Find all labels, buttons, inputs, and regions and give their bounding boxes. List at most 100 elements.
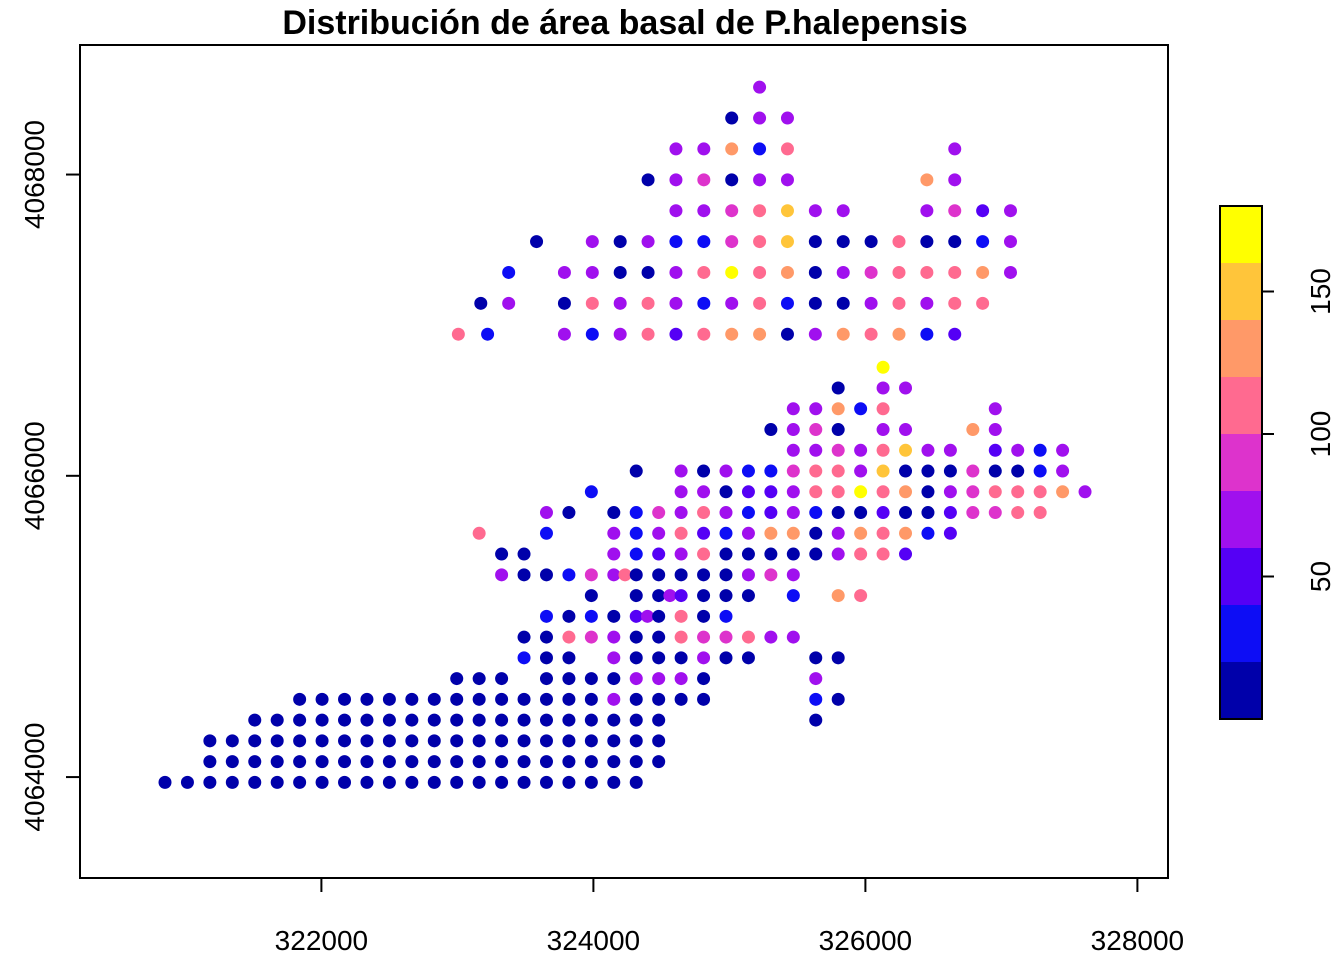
data-point <box>753 173 767 187</box>
data-point <box>562 734 576 748</box>
data-point <box>976 265 990 279</box>
data-point <box>360 755 374 769</box>
data-point <box>725 296 739 310</box>
data-point <box>741 630 755 644</box>
data-point <box>641 327 655 341</box>
data-point <box>652 755 666 769</box>
data-point <box>892 235 906 249</box>
data-point <box>876 547 890 561</box>
data-point <box>674 589 688 603</box>
data-point <box>607 526 621 540</box>
data-point <box>495 755 509 769</box>
data-point <box>248 755 262 769</box>
data-point <box>899 547 913 561</box>
data-point <box>663 589 677 603</box>
data-point <box>562 672 576 686</box>
data-point <box>780 204 794 218</box>
data-point <box>382 775 396 789</box>
data-point <box>988 402 1002 416</box>
data-point <box>725 142 739 156</box>
data-point <box>629 651 643 665</box>
data-point <box>315 775 329 789</box>
data-point <box>831 381 845 395</box>
data-point <box>786 589 800 603</box>
data-point <box>270 713 284 727</box>
data-point <box>966 464 980 478</box>
data-point <box>809 423 823 437</box>
data-point <box>920 327 934 341</box>
data-point <box>753 80 767 94</box>
data-point <box>725 204 739 218</box>
data-point <box>652 506 666 520</box>
data-point <box>899 506 913 520</box>
data-point <box>382 692 396 706</box>
data-point <box>697 327 711 341</box>
data-point <box>472 713 486 727</box>
data-point <box>1056 464 1070 478</box>
data-point <box>607 713 621 727</box>
data-point <box>557 327 571 341</box>
data-point <box>741 547 755 561</box>
data-point <box>450 692 464 706</box>
data-point <box>943 443 957 457</box>
data-point <box>652 630 666 644</box>
data-point <box>450 755 464 769</box>
data-point <box>607 568 621 582</box>
data-point <box>652 589 666 603</box>
data-point <box>495 547 509 561</box>
data-point <box>948 327 962 341</box>
data-point <box>831 651 845 665</box>
data-point <box>539 713 553 727</box>
data-point <box>876 485 890 499</box>
data-point <box>921 485 935 499</box>
data-point <box>607 734 621 748</box>
colorbar-legend: 50 100 150 <box>1219 205 1336 720</box>
colorbar-tick-label: 50 <box>1305 561 1336 592</box>
data-point <box>831 692 845 706</box>
data-point <box>584 609 598 623</box>
data-point <box>719 547 733 561</box>
data-point <box>854 485 868 499</box>
data-point <box>948 142 962 156</box>
data-point <box>920 296 934 310</box>
plot-frame <box>79 44 1169 879</box>
data-point <box>988 464 1002 478</box>
data-point <box>780 265 794 279</box>
data-point <box>674 630 688 644</box>
data-point <box>854 506 868 520</box>
data-point <box>719 526 733 540</box>
data-point <box>641 173 655 187</box>
data-point <box>948 265 962 279</box>
data-point <box>562 506 576 520</box>
data-point <box>517 692 531 706</box>
data-point <box>607 506 621 520</box>
x-tick-label: 326000 <box>819 925 912 956</box>
data-point <box>892 327 906 341</box>
data-point <box>248 713 262 727</box>
data-point <box>427 775 441 789</box>
data-point <box>629 547 643 561</box>
data-point <box>495 775 509 789</box>
data-point <box>539 526 553 540</box>
data-point <box>786 485 800 499</box>
data-point <box>697 651 711 665</box>
data-point <box>1011 443 1025 457</box>
data-point <box>539 630 553 644</box>
data-point <box>584 734 598 748</box>
data-point <box>725 111 739 125</box>
data-point <box>562 630 576 644</box>
data-point <box>629 755 643 769</box>
data-point <box>988 423 1002 437</box>
data-point <box>809 692 823 706</box>
data-point <box>530 235 544 249</box>
data-point <box>669 204 683 218</box>
data-point <box>697 235 711 249</box>
y-tick-label: 4064000 <box>19 723 50 832</box>
data-point <box>780 235 794 249</box>
data-point <box>921 526 935 540</box>
data-point <box>629 692 643 706</box>
data-point <box>502 265 516 279</box>
data-point <box>719 589 733 603</box>
data-point <box>293 755 307 769</box>
data-point <box>741 464 755 478</box>
